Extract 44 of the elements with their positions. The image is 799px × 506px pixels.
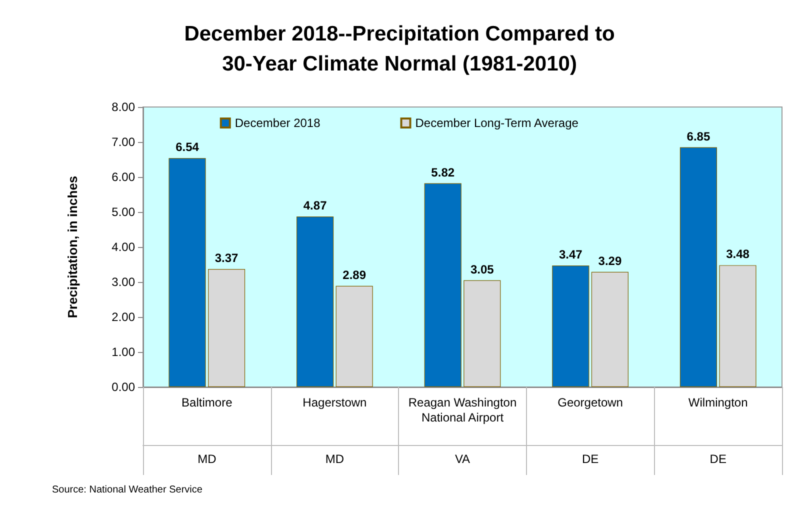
data-label: 2.89 xyxy=(342,268,366,282)
text: MD xyxy=(325,452,344,466)
legend-label: December 2018 xyxy=(234,116,321,130)
data-label: 4.87 xyxy=(303,198,328,213)
bar xyxy=(208,269,246,387)
data-label: 3.05 xyxy=(470,262,494,276)
y-tick-label: 3.00 xyxy=(112,275,136,289)
data-label: 6.85 xyxy=(686,129,710,144)
y-tick-label: 7.00 xyxy=(112,135,136,149)
bar xyxy=(464,280,501,387)
source-note: Source: National Weather Service xyxy=(52,484,203,496)
y-tick-label: 6.00 xyxy=(112,170,136,184)
y-tick-label: 8.00 xyxy=(112,100,136,114)
y-tick-label: 5.00 xyxy=(112,205,136,219)
legend-label: December Long-Term Average xyxy=(415,116,579,130)
y-axis-title: Precipitation, in inches xyxy=(65,176,80,318)
bar xyxy=(296,216,334,387)
y-tick-label: 4.00 xyxy=(112,240,136,254)
bar xyxy=(336,286,373,387)
y-tick-label: 0.00 xyxy=(112,380,136,394)
bar xyxy=(591,272,628,387)
text: DE xyxy=(710,452,726,466)
x-tick-label: Reagan Washington National Airport xyxy=(408,396,517,424)
x-tick-label: Wilmington xyxy=(688,396,748,410)
y-tick-label: 2.00 xyxy=(112,310,136,324)
data-label: 6.54 xyxy=(176,140,200,154)
x-tick-label: Baltimore xyxy=(182,396,233,410)
text: MD xyxy=(198,452,217,466)
x-tick-label: Hagerstown xyxy=(302,396,367,410)
data-label: 3.48 xyxy=(726,247,750,262)
data-label: 3.37 xyxy=(214,251,239,266)
x-tick-label: Georgetown xyxy=(558,396,623,410)
bar xyxy=(552,266,590,387)
data-label: 3.29 xyxy=(598,254,622,268)
text: DE xyxy=(582,452,599,466)
data-label: 5.82 xyxy=(431,165,455,180)
bar xyxy=(168,158,206,387)
bar xyxy=(719,265,756,387)
bar xyxy=(424,183,462,387)
chart-title: December 2018--Precipitation Compared to 30-Year Climate Normal (1981-2010) xyxy=(184,22,615,76)
text: VA xyxy=(454,452,470,466)
y-tick-label: 1.00 xyxy=(112,345,136,359)
bar xyxy=(680,147,717,387)
data-label: 3.47 xyxy=(558,248,583,262)
